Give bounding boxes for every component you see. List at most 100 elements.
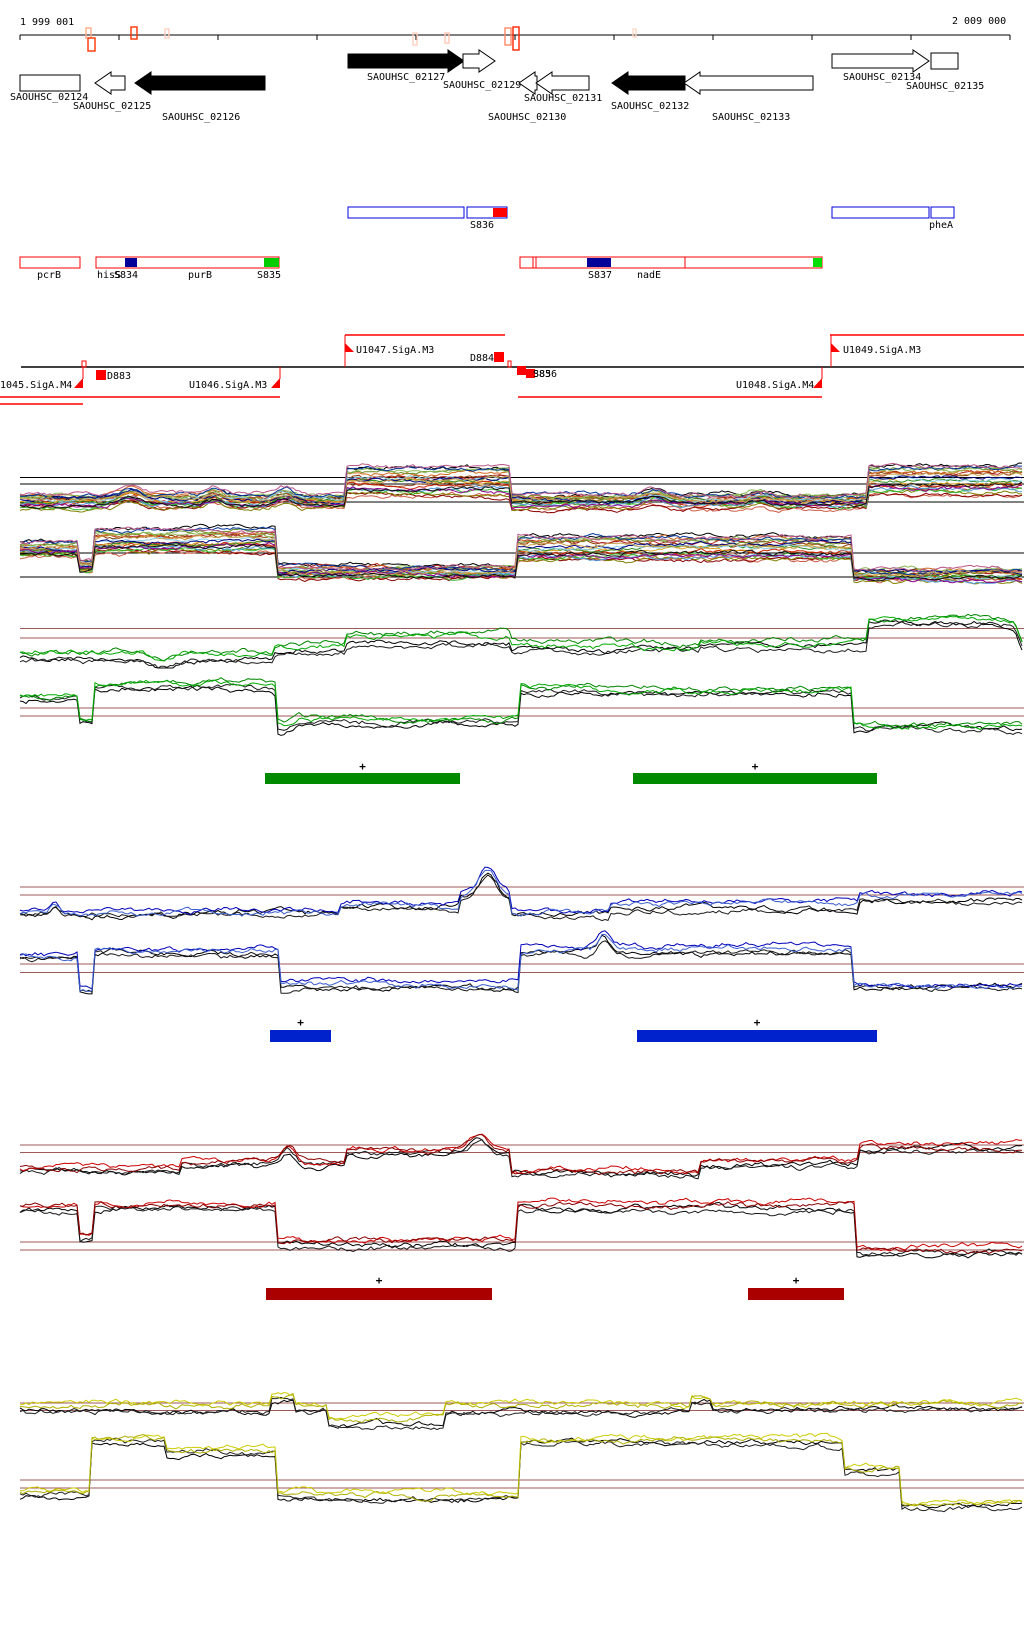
- expression-line: [19, 621, 1023, 669]
- region-bars-blue-regions: + +: [270, 1016, 877, 1042]
- tu-marker-label-S836: S836: [533, 369, 557, 380]
- gene-SAOUHSC_02135[interactable]: [930, 52, 959, 70]
- expression-line: [19, 683, 1023, 736]
- region-bar[interactable]: [266, 1288, 492, 1300]
- expression-track-blue-minus: [19, 930, 1024, 995]
- gene-label-SAOUHSC_02131: SAOUHSC_02131: [524, 93, 602, 104]
- tu-label-U1046.SigA.M3: U1046.SigA.M3: [189, 380, 267, 391]
- transcript-segment: [493, 208, 507, 217]
- gene-SAOUHSC_02133[interactable]: [683, 71, 814, 95]
- ruler-end-label: 2 009 000: [952, 16, 1006, 27]
- transcript-segment: [587, 258, 611, 267]
- expression-line: [19, 538, 1023, 575]
- expression-line: [19, 1133, 1022, 1176]
- region-bar[interactable]: [633, 773, 877, 784]
- tu-small-tick: [81, 360, 87, 368]
- tu-flag-U1045.SigA.M4[interactable]: [74, 378, 83, 388]
- plus-mark: +: [754, 1016, 761, 1029]
- transcript-label-S834: S834: [114, 270, 138, 281]
- gene-SAOUHSC_02134[interactable]: [831, 49, 930, 73]
- expression-line: [19, 874, 1023, 922]
- tu-marker-square-D883[interactable]: [96, 370, 106, 380]
- gene-SAOUHSC_02126[interactable]: [134, 71, 266, 95]
- transcript-segment: [125, 258, 137, 267]
- expression-line: [19, 487, 1022, 513]
- transcript-segment: [813, 258, 822, 267]
- region-bar[interactable]: [637, 1030, 877, 1042]
- gene-SAOUHSC_02125[interactable]: [94, 71, 126, 95]
- tu-marker-square-S836[interactable]: [526, 369, 535, 378]
- expression-track-all-conditions-plus: [19, 462, 1024, 514]
- transcript-bar[interactable]: [831, 206, 930, 219]
- expression-line: [20, 462, 1023, 499]
- transcript-label-S837: S837: [588, 270, 612, 281]
- expression-line: [19, 615, 1023, 662]
- expression-line: [19, 1137, 1023, 1178]
- region-bar[interactable]: [265, 773, 460, 784]
- gene-SAOUHSC_02127[interactable]: [347, 49, 465, 73]
- region-bar[interactable]: [748, 1288, 844, 1300]
- transcript-bar[interactable]: [519, 256, 823, 269]
- expression-line: [19, 869, 1023, 917]
- plus-mark: +: [359, 760, 366, 773]
- gene-label-SAOUHSC_02127: SAOUHSC_02127: [367, 72, 445, 83]
- gene-SAOUHSC_02131[interactable]: [535, 71, 590, 95]
- tu-label-U1049.SigA.M3: U1049.SigA.M3: [843, 345, 921, 356]
- plus-mark: +: [793, 1274, 800, 1287]
- gene-label-SAOUHSC_02132: SAOUHSC_02132: [611, 101, 689, 112]
- variant-mark: [164, 28, 170, 39]
- region-bars-green-regions: + +: [265, 760, 877, 784]
- expression-line: [19, 679, 1023, 730]
- plus-mark: +: [376, 1274, 383, 1287]
- variant-mark: [632, 28, 637, 38]
- tu-flag-U1047.SigA.M3[interactable]: [345, 343, 354, 352]
- transcript-bar[interactable]: [930, 206, 955, 219]
- tu-marker-label-D885: D885: [527, 369, 551, 380]
- transcript-bar[interactable]: [19, 256, 81, 269]
- region-bars-darkred-regions: + +: [266, 1274, 844, 1300]
- tu-flag-U1049.SigA.M3[interactable]: [831, 343, 840, 352]
- transcript-bar[interactable]: [95, 256, 280, 269]
- expression-line: [19, 481, 1023, 510]
- expression-line: [19, 872, 1023, 921]
- gene-SAOUHSC_02132[interactable]: [611, 71, 686, 95]
- expression-line: [19, 933, 1023, 992]
- gene-SAOUHSC_02124[interactable]: [19, 74, 81, 92]
- transcript-bar[interactable]: [347, 206, 465, 219]
- expression-line: [19, 1392, 1023, 1424]
- gene-SAOUHSC_02129[interactable]: [462, 49, 496, 73]
- variant-mark: [130, 26, 138, 40]
- gene-SAOUHSC_02130[interactable]: [518, 71, 538, 95]
- tu-flag-U1046.SigA.M3[interactable]: [271, 378, 280, 388]
- expression-line: [19, 466, 1023, 501]
- gene-label-SAOUHSC_02135: SAOUHSC_02135: [906, 81, 984, 92]
- expression-line: [20, 543, 1023, 582]
- ruler-start-label: 1 999 001: [20, 17, 74, 28]
- tu-marker-square-D884[interactable]: [494, 352, 504, 362]
- transcript-segment: [264, 258, 279, 267]
- variant-mark: [412, 32, 418, 46]
- tu-small-tick: [507, 360, 512, 368]
- tu-flag-U1048.SigA.M4[interactable]: [813, 378, 822, 388]
- expression-line: [19, 1432, 1023, 1507]
- expression-track-red-minus: [19, 1197, 1024, 1259]
- coordinate-ruler: 1 999 001 2 009 000: [19, 16, 1011, 52]
- transcript-label-S836: S836: [470, 220, 494, 231]
- gene-label-SAOUHSC_02126: SAOUHSC_02126: [162, 112, 240, 123]
- expression-track-green-minus: [19, 677, 1024, 736]
- expression-track-all-conditions-minus: [19, 523, 1024, 585]
- transcript-label-nadE: nadE: [637, 270, 661, 281]
- expression-line: [19, 531, 1023, 573]
- tu-marker-square-D885[interactable]: [517, 366, 526, 375]
- expression-track-blue-plus: [19, 866, 1024, 922]
- tu-marker-label-D883: D883: [107, 371, 131, 382]
- variant-mark: [512, 26, 520, 51]
- region-bar[interactable]: [270, 1030, 331, 1042]
- expression-line: [19, 1200, 1023, 1255]
- gene-label-SAOUHSC_02130: SAOUHSC_02130: [488, 112, 566, 123]
